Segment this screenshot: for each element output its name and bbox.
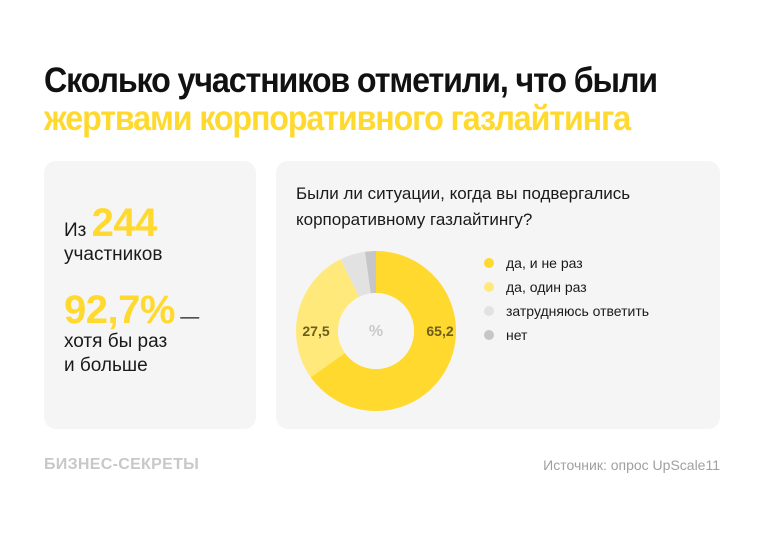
stats-card: Из 244 участников 92,7% — хотя бы раз и …: [44, 161, 256, 429]
legend-label: да, и не раз: [506, 255, 583, 271]
legend-item: нет: [484, 323, 649, 347]
legend-dot-icon: [484, 282, 494, 292]
data-label-1: 65,2: [426, 323, 453, 339]
legend-label: да, один раз: [506, 279, 587, 295]
legend-item: да, и не раз: [484, 251, 649, 275]
total-label: участников: [64, 244, 163, 265]
percent-stat: 92,7% — хотя бы раз и больше: [64, 290, 200, 378]
percent-label-1: хотя бы раз: [64, 331, 168, 352]
legend-dot-icon: [484, 330, 494, 340]
percent-value: 92,7%: [64, 288, 175, 332]
total-participants: Из 244 участников: [64, 203, 163, 267]
total-value: 244: [91, 201, 158, 245]
percent-label-2: и больше: [64, 355, 148, 376]
source-note: Источник: опрос UpScale11: [543, 457, 720, 473]
donut-slice: [340, 251, 371, 297]
legend-dot-icon: [484, 258, 494, 268]
brand-logo: БИЗНЕС-СЕКРЕТЫ: [44, 456, 200, 473]
donut-slice: [310, 251, 456, 411]
title-line-1: Сколько участников отметили, что были: [44, 61, 658, 100]
chart-question: Были ли ситуации, когда вы подвергались …: [296, 184, 631, 229]
donut-slices: [296, 251, 456, 411]
title-line-2: жертвами корпоративного газлайтинга: [44, 99, 631, 138]
page-title: Сколько участников отметили, что были же…: [44, 61, 658, 138]
legend-label: затрудняюсь ответить: [506, 303, 650, 319]
chart-legend: да, и не раз да, один раз затрудняюсь от…: [484, 251, 649, 347]
total-prefix: Из: [64, 220, 87, 241]
data-label-2: 27,5: [302, 323, 329, 339]
legend-item: затрудняюсь ответить: [484, 299, 649, 323]
chart-card: Были ли ситуации, когда вы подвергались …: [276, 161, 720, 429]
legend-item: да, один раз: [484, 275, 649, 299]
legend-dot-icon: [484, 306, 494, 316]
donut-chart: % 65,2 27,5: [296, 251, 456, 411]
percent-dash: —: [180, 307, 200, 328]
donut-slice: [296, 259, 360, 378]
legend-label: нет: [506, 327, 528, 343]
donut-center-label: %: [369, 323, 383, 340]
donut-slice: [364, 251, 376, 294]
